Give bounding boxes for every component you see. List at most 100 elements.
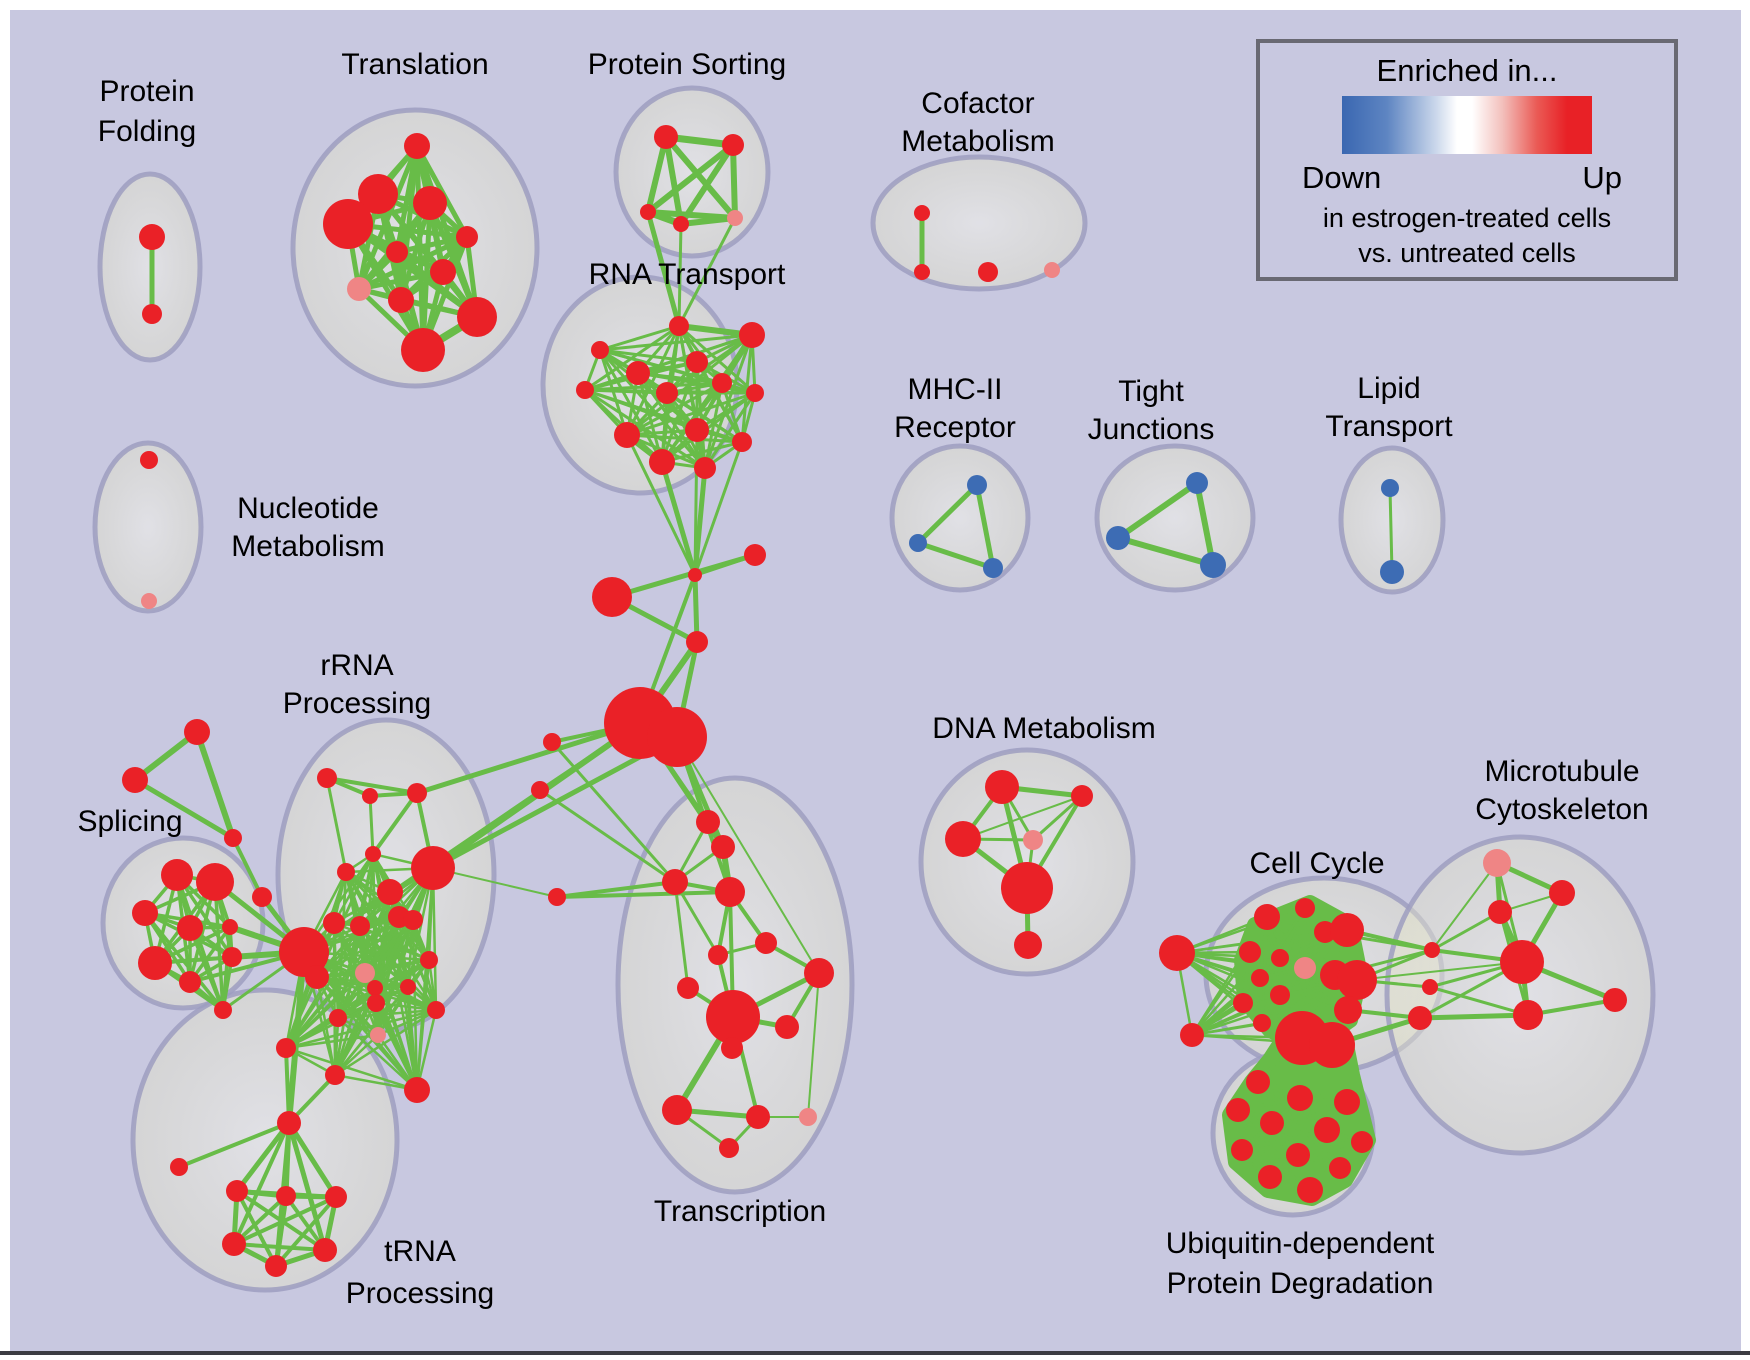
rna_transport-node-4[interactable] <box>686 351 708 373</box>
trna-node-2[interactable] <box>226 1180 248 1202</box>
cellcycle-node-14[interactable] <box>1253 1014 1271 1032</box>
rrna_top-node-0[interactable] <box>317 768 337 788</box>
dna-node-1[interactable] <box>1071 785 1093 807</box>
rna_transport-node-5[interactable] <box>712 373 732 393</box>
rrna-node-2[interactable] <box>323 912 345 934</box>
protein_sorting-node-4[interactable] <box>727 210 743 226</box>
transcription-node-3[interactable] <box>715 877 745 907</box>
splicing-node-4[interactable] <box>222 919 238 935</box>
splicing-node-2[interactable] <box>132 900 158 926</box>
lipid-node-0[interactable] <box>1381 479 1399 497</box>
transcription-node-12[interactable] <box>746 1105 770 1129</box>
cellcycle-node-12[interactable] <box>1270 985 1290 1005</box>
rna_transport-node-3[interactable] <box>656 382 678 404</box>
translation-node-9[interactable] <box>457 297 497 337</box>
transcription-node-2[interactable] <box>662 869 688 895</box>
translation-node-5[interactable] <box>386 241 408 263</box>
rrna-node-4[interactable] <box>350 916 370 936</box>
mt_outliers-node-2[interactable] <box>1408 1006 1432 1030</box>
rna_transport-node-10[interactable] <box>694 457 716 479</box>
cellcycle-node-3[interactable] <box>1254 904 1280 930</box>
splicing_outliers-node-3[interactable] <box>252 887 272 907</box>
ubiquitin-node-2[interactable] <box>1334 1089 1360 1115</box>
cellcycle-node-0[interactable] <box>1159 935 1195 971</box>
rrna-node-15[interactable] <box>427 1001 445 1019</box>
mt_outliers-node-0[interactable] <box>1424 942 1440 958</box>
rrna-node-3[interactable] <box>337 863 355 881</box>
backbone-node-1[interactable] <box>744 544 766 566</box>
ubiquitin-node-4[interactable] <box>1260 1111 1284 1135</box>
rrna-node-1[interactable] <box>305 965 329 989</box>
translation-node-8[interactable] <box>388 287 414 313</box>
protein_folding-node-0[interactable] <box>139 224 165 250</box>
transcription-node-14[interactable] <box>719 1138 739 1158</box>
trna-node-1[interactable] <box>170 1158 188 1176</box>
backbone-node-5[interactable] <box>647 707 707 767</box>
splicing-node-3[interactable] <box>177 915 203 941</box>
cofactor-node-0[interactable] <box>914 205 930 221</box>
mhc-node-0[interactable] <box>967 475 987 495</box>
rrna-node-12[interactable] <box>367 980 383 996</box>
ubiquitin-node-7[interactable] <box>1231 1139 1253 1161</box>
trna-node-3[interactable] <box>276 1186 296 1206</box>
rrna-node-11[interactable] <box>355 963 375 983</box>
cofactor-node-2[interactable] <box>978 262 998 282</box>
rna_transport-node-9[interactable] <box>685 418 709 442</box>
dna-node-4[interactable] <box>1001 862 1053 914</box>
cellcycle-node-9[interactable] <box>1251 969 1269 987</box>
mhc-node-1[interactable] <box>909 534 927 552</box>
dna-node-5[interactable] <box>1014 931 1042 959</box>
microtubule-node-2[interactable] <box>1488 900 1512 924</box>
tight-node-1[interactable] <box>1106 526 1130 550</box>
rna_transport-node-13[interactable] <box>576 381 594 399</box>
rrna-node-19[interactable] <box>404 1077 430 1103</box>
nucleotide-node-1[interactable] <box>141 593 157 609</box>
splicing-node-6[interactable] <box>179 971 201 993</box>
backbone-node-2[interactable] <box>592 577 632 617</box>
dna-node-2[interactable] <box>945 821 981 857</box>
ubiquitin-node-10[interactable] <box>1258 1165 1282 1189</box>
txn_outliers-node-2[interactable] <box>548 888 566 906</box>
microtubule-node-3[interactable] <box>1500 940 1544 984</box>
cellcycle-node-13[interactable] <box>1233 993 1253 1013</box>
backbone-node-3[interactable] <box>686 631 708 653</box>
translation-node-2[interactable] <box>323 199 373 249</box>
transcription-node-1[interactable] <box>711 835 735 859</box>
rrna_top-node-2[interactable] <box>407 783 427 803</box>
translation-node-1[interactable] <box>358 174 398 214</box>
microtubule-node-5[interactable] <box>1603 988 1627 1012</box>
protein_sorting-node-0[interactable] <box>654 125 678 149</box>
protein_sorting-node-1[interactable] <box>722 134 744 156</box>
rrna-node-5[interactable] <box>365 846 381 862</box>
cellcycle-node-2[interactable] <box>1239 941 1261 963</box>
rna_transport-node-6[interactable] <box>746 384 764 402</box>
splicing-node-0[interactable] <box>161 859 193 891</box>
cellcycle-node-17[interactable] <box>1309 1022 1355 1068</box>
cellcycle-node-1[interactable] <box>1180 1023 1204 1047</box>
transcription-node-11[interactable] <box>662 1095 692 1125</box>
rrna-node-9[interactable] <box>420 951 438 969</box>
transcription-node-0[interactable] <box>696 810 720 834</box>
mhc-node-2[interactable] <box>983 558 1003 578</box>
rrna-node-0[interactable] <box>279 927 329 977</box>
dna-node-3[interactable] <box>1023 830 1043 850</box>
cofactor-node-3[interactable] <box>1044 262 1060 278</box>
protein_sorting-node-3[interactable] <box>673 216 689 232</box>
rrna-node-14[interactable] <box>400 979 416 995</box>
nucleotide-node-0[interactable] <box>140 451 158 469</box>
trna-node-6[interactable] <box>265 1255 287 1277</box>
splicing-node-8[interactable] <box>214 1001 232 1019</box>
translation-node-4[interactable] <box>456 226 478 248</box>
splicing-node-7[interactable] <box>222 947 242 967</box>
splicing-node-5[interactable] <box>138 946 172 980</box>
translation-node-0[interactable] <box>404 133 430 159</box>
splicing_outliers-node-1[interactable] <box>122 767 148 793</box>
rna_transport-node-8[interactable] <box>649 449 675 475</box>
rrna-node-10[interactable] <box>411 846 455 890</box>
lipid-node-1[interactable] <box>1380 560 1404 584</box>
transcription-node-9[interactable] <box>775 1015 799 1039</box>
rrna-node-20[interactable] <box>276 1038 296 1058</box>
rna_transport-node-2[interactable] <box>626 361 650 385</box>
rrna-node-17[interactable] <box>329 1009 347 1027</box>
transcription-node-5[interactable] <box>708 945 728 965</box>
